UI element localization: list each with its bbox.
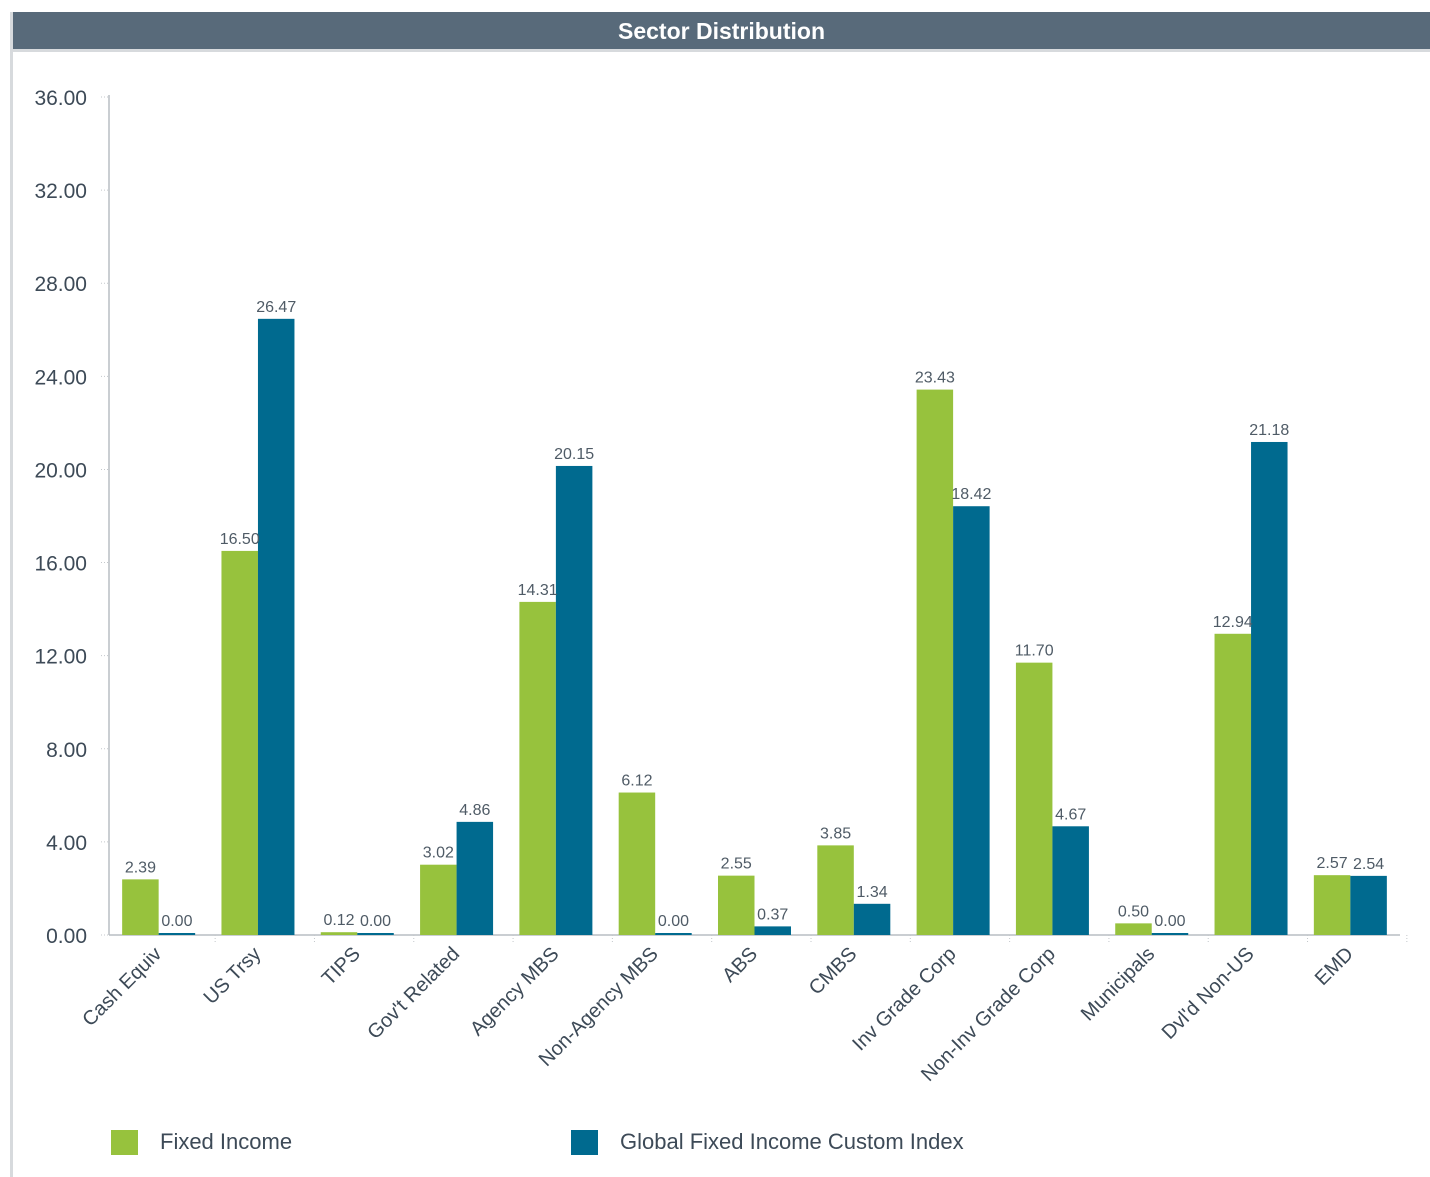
data-label-fixed-income: 12.94 [1213,614,1253,631]
bar-fixed-income [718,875,755,935]
x-tick-label: Inv Grade Corp [848,943,960,1055]
bar-fixed-income [1214,633,1252,935]
data-label-custom-index: 0.00 [658,913,689,930]
legend-swatch-fixed-income [111,1129,138,1155]
data-label-custom-index: 0.00 [1154,913,1185,930]
bar-custom-index [158,933,196,935]
legend-label-custom-index: Global Fixed Income Custom Index [620,1129,964,1154]
y-tick-label: 0.00 [46,925,87,948]
bar-fixed-income [519,601,556,935]
bar-custom-index [257,318,295,935]
data-label-fixed-income: 11.70 [1015,643,1054,660]
x-tick-label: Dvl'd Non-US [1158,943,1259,1044]
sector-distribution-panel: Sector Distribution [10,12,1430,1177]
bar-fixed-income [916,389,954,935]
y-tick-label: 4.00 [46,832,87,855]
data-labels: 2.39 0.00 16.50 26.47 0.12 0.00 3.02 4.86 14.31 2… [125,299,1384,930]
bar-custom-index [1151,933,1189,935]
y-tick-label: 8.00 [46,739,87,762]
panel-title: Sector Distribution [13,12,1430,52]
data-label-fixed-income: 2.55 [721,856,752,873]
y-tick-label: 24.00 [34,366,87,389]
y-tick-label: 28.00 [34,273,87,296]
legend-item-fixed-income[interactable]: Fixed Income [111,1128,292,1156]
bar-fixed-income [1115,923,1152,935]
bar-fixed-income [221,550,258,935]
x-tick-label: TIPS [318,943,365,990]
data-label-fixed-income: 23.43 [915,370,955,387]
x-tick-label: EMD [1311,943,1358,990]
y-axis: 0.00 4.00 8.00 12.00 16.00 20.00 24.00 28.00 32.… [34,87,110,948]
data-label-custom-index: 18.42 [951,486,991,503]
x-tick-label: Agency MBS [466,943,563,1040]
bar-custom-index [1251,441,1288,935]
x-tick-label: Cash Equiv [78,943,166,1031]
y-tick-label: 36.00 [34,87,87,110]
legend-item-custom-index[interactable]: Global Fixed Income Custom Index [571,1128,964,1156]
data-label-custom-index: 4.67 [1055,806,1086,823]
bar-custom-index [953,506,990,935]
data-label-fixed-income: 14.31 [518,582,558,599]
bar-fixed-income [1015,662,1053,935]
data-label-fixed-income: 2.39 [125,859,156,876]
data-label-custom-index: 20.15 [554,446,594,463]
x-tick-label: Gov't Related [363,943,464,1044]
bar-fixed-income [122,879,159,935]
bar-custom-index [357,933,394,935]
bar-fixed-income [320,932,358,935]
data-label-custom-index: 4.86 [459,802,490,819]
data-label-custom-index: 21.18 [1249,422,1289,439]
bar-custom-index [456,821,494,935]
x-tick-label: Municipals [1077,943,1159,1025]
bar-custom-index [1052,826,1089,935]
x-tick-label: CMBS [805,943,861,999]
bar-custom-index [853,903,891,935]
bar-custom-index [655,933,692,935]
legend-swatch-custom-index [571,1129,598,1155]
y-tick-label: 16.00 [34,553,87,576]
data-label-fixed-income: 0.50 [1118,903,1149,920]
bar-custom-index [1350,875,1387,935]
data-label-fixed-income: 0.12 [323,912,354,929]
bar-fixed-income [618,792,656,935]
bars [122,318,1387,935]
y-tick-label: 32.00 [34,180,87,203]
bar-fixed-income [817,845,854,935]
y-tick-label: 12.00 [34,646,87,669]
legend-label-fixed-income: Fixed Income [160,1129,293,1154]
y-tick-label: 20.00 [34,459,87,482]
data-label-custom-index: 0.00 [360,913,391,930]
bar-custom-index [754,926,791,935]
bar-fixed-income [1313,875,1351,935]
data-label-fixed-income: 2.57 [1317,855,1348,872]
data-label-custom-index: 2.54 [1353,856,1384,873]
x-tick-label: US Trsy [200,943,266,1009]
data-label-fixed-income: 16.50 [220,531,260,548]
data-label-custom-index: 26.47 [256,299,296,316]
bar-fixed-income [420,864,457,935]
data-label-fixed-income: 3.85 [820,825,851,842]
data-label-custom-index: 1.34 [856,884,887,901]
data-label-fixed-income: 3.02 [423,845,454,862]
bar-custom-index [555,465,593,935]
data-label-custom-index: 0.00 [161,913,192,930]
data-label-fixed-income: 6.12 [621,773,652,790]
data-label-custom-index: 0.37 [757,906,788,923]
x-tick-label: ABS [718,943,762,987]
